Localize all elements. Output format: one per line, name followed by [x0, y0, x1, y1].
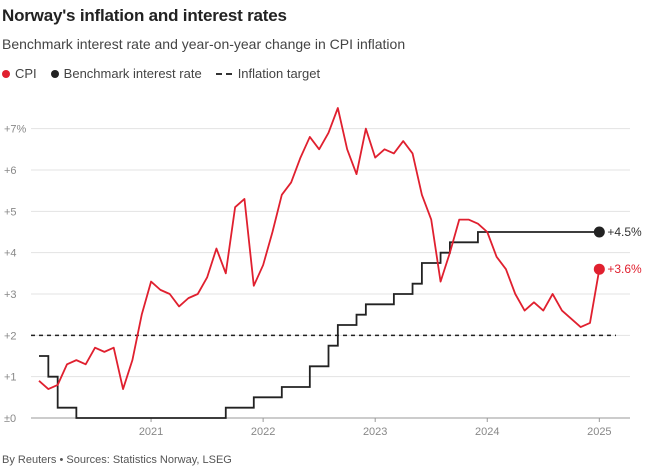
source-footer: By Reuters • Sources: Statistics Norway,… — [2, 454, 232, 466]
x-tick-label: 2025 — [587, 426, 611, 438]
y-tick-label: ±0 — [4, 413, 16, 425]
y-tick-label: +2 — [4, 330, 17, 342]
y-tick-label: +3 — [4, 289, 17, 301]
y-tick-label: +6 — [4, 165, 17, 177]
legend-target-label: Inflation target — [237, 66, 321, 81]
legend-target-dash-icon — [215, 72, 232, 75]
legend-item-target: Inflation target — [215, 66, 321, 81]
legend-rate-dot-icon — [50, 69, 59, 78]
legend-item-cpi: CPI — [2, 66, 37, 81]
cpi-end-label: +3.6% — [607, 262, 642, 276]
y-tick-label: +4 — [4, 248, 17, 260]
x-tick-label: 2021 — [139, 426, 163, 438]
legend-cpi-label: CPI — [15, 66, 37, 81]
x-tick-label: 2023 — [363, 426, 387, 438]
legend-item-rate: Benchmark interest rate — [50, 66, 202, 81]
x-tick-label: 2022 — [251, 426, 275, 438]
cpi-end-point — [593, 263, 605, 275]
chart-subtitle: Benchmark interest rate and year-on-year… — [2, 36, 406, 52]
rate-series-line — [39, 231, 600, 419]
y-tick-label: +7% — [4, 124, 27, 136]
legend-cpi-dot-icon — [2, 69, 10, 78]
y-tick-label: +1 — [4, 372, 17, 384]
rate-end-point — [593, 226, 605, 238]
legend: CPI Benchmark interest rate Inflation ta… — [2, 66, 334, 81]
x-tick-label: 2024 — [475, 426, 499, 438]
y-tick-label: +5 — [4, 206, 17, 218]
rate-end-label: +4.5% — [607, 225, 642, 239]
legend-rate-label: Benchmark interest rate — [63, 66, 202, 81]
chart-title: Norway's inflation and interest rates — [2, 6, 287, 25]
cpi-series-line — [38, 107, 601, 390]
